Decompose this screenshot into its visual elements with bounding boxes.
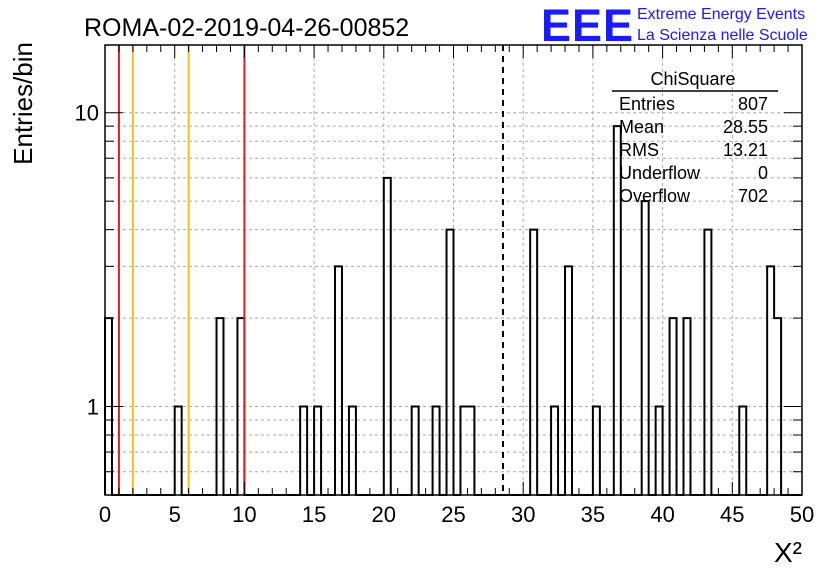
stats-box: ChiSquare Entries 807 Mean 28.55 RMS 13.… xyxy=(612,69,778,206)
stats-value-mean: 28.55 xyxy=(723,117,768,137)
x-tick-label: 25 xyxy=(441,502,465,527)
histogram-bin xyxy=(767,266,774,495)
stats-value-rms: 13.21 xyxy=(723,140,768,160)
histogram-outline xyxy=(104,125,802,496)
x-tick-label: 20 xyxy=(372,502,396,527)
stats-value-entries: 807 xyxy=(738,94,768,114)
stats-label-entries: Entries xyxy=(619,94,675,114)
logo-line2: La Scienza nelle Scuole xyxy=(637,27,808,44)
stats-label-overflow: Overflow xyxy=(619,186,691,206)
logo-letters: EEE xyxy=(541,0,634,51)
x-tick-label: 0 xyxy=(99,502,111,527)
histogram-bin xyxy=(530,230,537,495)
stats-value-underflow: 0 xyxy=(758,163,768,183)
stats-label-underflow: Underflow xyxy=(619,163,701,183)
x-tick-label: 45 xyxy=(720,502,744,527)
histogram-bin xyxy=(384,178,391,495)
x-tick-label: 50 xyxy=(790,502,814,527)
x-tick-label: 5 xyxy=(169,502,181,527)
y-tick-label: 10 xyxy=(75,101,99,126)
x-tick-label: 40 xyxy=(650,502,674,527)
histogram-bin xyxy=(335,266,342,495)
x-tick-label: 30 xyxy=(511,502,535,527)
histogram-layer xyxy=(104,125,802,496)
x-tick-label: 35 xyxy=(581,502,605,527)
reference-lines xyxy=(117,45,504,495)
stats-value-overflow: 702 xyxy=(738,186,768,206)
axis-ticks: 0 5 10 15 20 25 30 35 40 45 50 1 10 xyxy=(75,45,814,527)
y-tick-label: 1 xyxy=(87,395,99,420)
stats-label-mean: Mean xyxy=(619,117,664,137)
y-axis-label: Entries/bin xyxy=(8,42,38,165)
stats-label-rms: RMS xyxy=(619,140,659,160)
x-tick-label: 10 xyxy=(232,502,256,527)
histogram-bin xyxy=(447,230,454,495)
histogram-bin xyxy=(642,201,649,495)
histogram-bin xyxy=(704,230,711,495)
stats-title: ChiSquare xyxy=(650,69,735,89)
logo-line1: Extreme Energy Events xyxy=(637,6,805,23)
x-axis-label: X² xyxy=(774,537,802,568)
eee-logo: EEE Extreme Energy Events La Scienza nel… xyxy=(541,0,808,51)
run-title: ROMA-02-2019-04-26-00852 xyxy=(84,14,409,42)
x-tick-label: 15 xyxy=(302,502,326,527)
histogram-bin xyxy=(565,266,572,495)
